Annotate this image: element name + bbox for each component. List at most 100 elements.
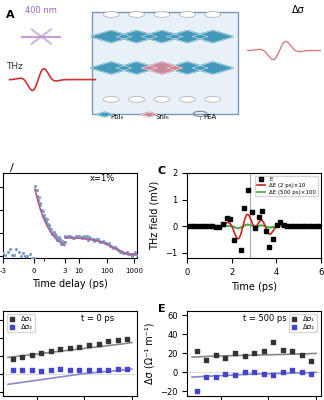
Point xyxy=(127,250,132,257)
Point xyxy=(129,253,134,259)
Δσ₂ xyxy=(10,367,15,373)
Point xyxy=(7,246,12,253)
Point xyxy=(130,251,135,258)
Point xyxy=(111,245,116,252)
Point xyxy=(45,221,51,227)
Δσ₁ xyxy=(124,335,130,342)
Polygon shape xyxy=(167,62,208,74)
Point xyxy=(33,186,38,193)
Δσ₂ xyxy=(20,366,25,373)
Text: t = 500 ps: t = 500 ps xyxy=(243,314,287,323)
Δσ₂ xyxy=(213,374,218,380)
Point xyxy=(16,249,21,255)
Point xyxy=(80,234,86,240)
Text: E: E xyxy=(158,304,166,314)
Circle shape xyxy=(103,96,119,102)
Δσ₂ xyxy=(106,366,111,373)
Δσ₁ xyxy=(48,348,53,354)
Δσ₂ xyxy=(48,367,53,373)
Point xyxy=(73,233,78,239)
Point xyxy=(113,245,119,251)
Δσ₁ xyxy=(10,356,15,362)
Point xyxy=(43,216,48,223)
Point xyxy=(59,238,64,244)
Polygon shape xyxy=(141,112,157,117)
Point xyxy=(66,233,71,240)
Point xyxy=(117,248,122,255)
Polygon shape xyxy=(192,62,234,74)
Point xyxy=(39,207,44,214)
Polygon shape xyxy=(141,30,183,43)
Point xyxy=(48,226,53,232)
Point xyxy=(36,194,41,200)
Circle shape xyxy=(154,12,170,17)
Point xyxy=(78,234,83,240)
Text: PEA: PEA xyxy=(203,114,216,120)
Point xyxy=(54,234,59,240)
Point xyxy=(12,252,17,259)
Δσ₁ xyxy=(58,346,63,352)
Δσ₂ xyxy=(58,366,63,372)
Circle shape xyxy=(103,12,119,17)
Point xyxy=(41,212,47,218)
Point xyxy=(75,234,81,240)
Point xyxy=(101,239,106,245)
Point xyxy=(85,237,90,244)
Circle shape xyxy=(129,12,145,17)
Point xyxy=(107,242,112,249)
Text: C: C xyxy=(158,166,166,176)
Point xyxy=(32,182,38,189)
Point xyxy=(23,253,28,260)
Point xyxy=(63,234,68,240)
Polygon shape xyxy=(192,30,234,43)
X-axis label: Time delay (ps): Time delay (ps) xyxy=(32,280,108,290)
Point xyxy=(3,252,8,258)
Δσ₁ xyxy=(290,348,295,355)
Δσ₁ xyxy=(232,350,237,356)
Point xyxy=(112,244,117,250)
Text: x=1%: x=1% xyxy=(90,174,115,183)
Polygon shape xyxy=(167,30,208,43)
Point xyxy=(48,227,53,233)
Point xyxy=(34,187,39,194)
Point xyxy=(58,236,63,243)
Δσ₂ xyxy=(29,367,34,374)
Point xyxy=(93,236,98,243)
Circle shape xyxy=(179,12,195,17)
Point xyxy=(38,202,43,208)
Text: SnI₆: SnI₆ xyxy=(155,114,169,120)
Circle shape xyxy=(205,12,221,17)
Legend: Δσ₁, Δσ₂: Δσ₁, Δσ₂ xyxy=(7,314,35,332)
Point xyxy=(49,231,54,237)
Point xyxy=(9,252,15,259)
Text: PbI₆: PbI₆ xyxy=(111,114,124,120)
Circle shape xyxy=(205,96,221,102)
Point xyxy=(71,235,76,241)
Polygon shape xyxy=(91,30,132,43)
Point xyxy=(106,240,111,247)
Point xyxy=(20,250,26,256)
Point xyxy=(72,235,77,241)
Δσ₁ xyxy=(271,339,276,345)
Point xyxy=(18,253,23,260)
Point xyxy=(41,212,46,219)
Δσ₁ xyxy=(242,353,247,360)
Circle shape xyxy=(154,96,170,102)
Point xyxy=(87,234,92,241)
Point xyxy=(98,238,103,245)
Point xyxy=(118,248,123,254)
Point xyxy=(58,241,64,247)
Point xyxy=(102,240,108,246)
Point xyxy=(64,234,70,240)
Point xyxy=(55,236,61,242)
Δσ₁ xyxy=(299,352,304,358)
Δσ₂ xyxy=(87,367,92,374)
Polygon shape xyxy=(97,112,113,117)
Point xyxy=(84,233,89,240)
Δσ₁ xyxy=(20,353,25,360)
Point xyxy=(133,249,138,256)
Δσ₂ xyxy=(271,372,276,378)
Δσ₂ xyxy=(309,371,314,378)
Polygon shape xyxy=(116,30,157,43)
Polygon shape xyxy=(116,62,157,74)
